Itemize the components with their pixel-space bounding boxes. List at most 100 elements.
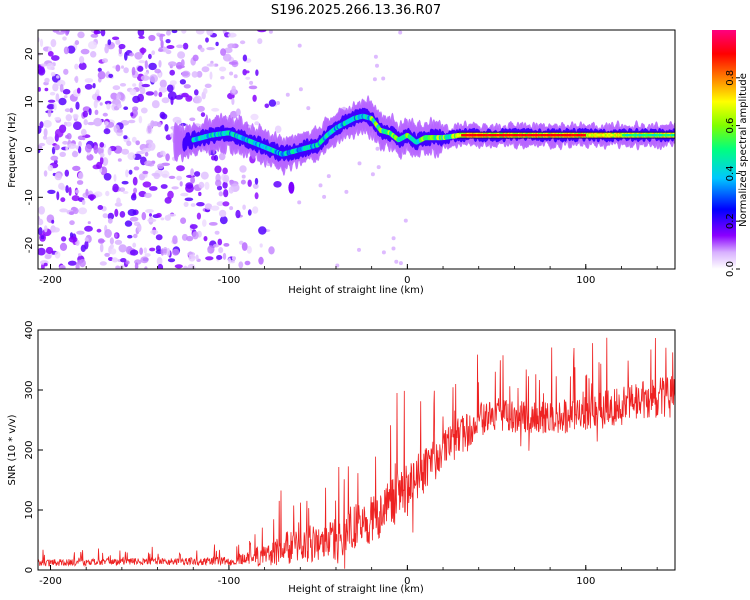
noise-blob	[90, 33, 99, 38]
noise-blob	[132, 106, 139, 112]
noise-blob	[168, 175, 176, 179]
noise-blob	[167, 213, 177, 217]
noise-blob	[285, 92, 290, 97]
noise-blob	[132, 83, 137, 87]
noise-blob	[306, 106, 311, 111]
noise-blob	[216, 185, 223, 191]
noise-blob	[205, 37, 209, 43]
noise-blob	[62, 140, 68, 145]
noise-blob	[174, 95, 183, 100]
ridge-peak	[507, 134, 509, 137]
noise-blob	[190, 168, 195, 177]
colorbar-tick-label: 0.8	[725, 70, 736, 86]
ridge-peak	[639, 134, 642, 137]
noise-blob	[220, 76, 225, 80]
y-tick-label: -10	[24, 189, 35, 205]
ridge-peak	[647, 134, 649, 137]
noise-blob	[156, 212, 162, 218]
noise-blob	[147, 218, 157, 223]
ridge-peak	[572, 134, 574, 137]
noise-blob	[218, 191, 223, 197]
ridge-peak	[658, 134, 660, 137]
x-tick-label: 100	[576, 275, 595, 286]
noise-blob	[222, 167, 228, 175]
noise-blob	[151, 172, 160, 177]
noise-blob	[238, 261, 244, 269]
noise-blob	[224, 47, 233, 54]
ridge-peak	[541, 134, 543, 137]
ridge-peak	[517, 134, 519, 137]
noise-blob	[38, 218, 44, 226]
ridge-peak	[513, 134, 516, 137]
noise-blob	[182, 42, 189, 50]
noise-blob	[133, 187, 138, 194]
noise-blob	[102, 213, 109, 219]
noise-blob	[166, 84, 174, 93]
noise-blob	[172, 248, 180, 256]
spectrogram-background	[38, 30, 675, 269]
ridge-peak	[531, 134, 533, 137]
ridge-peak	[587, 134, 589, 137]
noise-blob	[93, 191, 103, 198]
noise-blob	[58, 97, 67, 106]
ridge-peak	[664, 134, 667, 137]
ridge-peak	[655, 134, 658, 137]
noise-blob	[167, 190, 174, 199]
noise-blob	[58, 182, 65, 190]
noise-blob	[245, 70, 250, 74]
noise-blob	[100, 30, 106, 37]
noise-blob	[43, 225, 48, 233]
noise-blob	[103, 173, 112, 181]
noise-blob	[391, 246, 396, 251]
noise-blob	[183, 265, 188, 269]
ridge-peak	[483, 134, 486, 137]
noise-blob	[117, 103, 122, 109]
ridge-peak	[659, 134, 662, 137]
noise-blob	[92, 83, 96, 89]
noise-blob	[218, 209, 227, 218]
noise-blob	[322, 194, 327, 199]
noise-blob	[142, 170, 149, 175]
noise-blob	[121, 148, 130, 155]
noise-blob	[55, 93, 60, 102]
noise-blob	[39, 121, 44, 129]
noise-blob	[144, 253, 151, 257]
noise-blob	[222, 252, 227, 260]
noise-blob	[84, 78, 94, 83]
noise-blob	[81, 199, 86, 205]
y-tick-label: 400	[24, 320, 35, 339]
noise-blob	[222, 201, 230, 207]
noise-blob	[254, 177, 259, 185]
noise-blob	[69, 107, 74, 113]
y-tick-label: 10	[24, 95, 35, 108]
noise-blob	[114, 239, 123, 245]
noise-blob	[192, 54, 199, 62]
noise-blob	[148, 142, 156, 151]
ridge-peak	[630, 134, 633, 137]
noise-blob	[64, 30, 69, 36]
ridge-peak	[629, 134, 632, 137]
ridge-peak	[665, 134, 668, 137]
snr-y-ticks: 0 100 200 300 400	[24, 320, 43, 573]
x-tick-label: -100	[218, 576, 241, 587]
snr-panel: -200 -100 0 100 0 100 200 300 400 Height of str…	[7, 320, 676, 595]
ridge-peak	[578, 134, 581, 137]
noise-blob	[222, 53, 232, 62]
ridge-peak	[605, 134, 608, 137]
ridge-peak	[464, 134, 467, 137]
noise-blob	[169, 133, 175, 138]
ridge-peak	[586, 134, 588, 137]
colorbar-tick-label: 0.0	[725, 261, 736, 277]
noise-blob	[161, 47, 169, 53]
noise-blob	[77, 87, 81, 94]
noise-blob	[235, 209, 241, 219]
noise-blob	[74, 77, 78, 82]
ridge-peak	[553, 134, 556, 137]
noise-blob	[43, 170, 48, 177]
noise-blob	[216, 201, 225, 207]
ridge-peak	[537, 134, 539, 137]
noise-blob	[77, 31, 85, 39]
ridge-peak	[568, 134, 571, 137]
ridge-peak	[488, 134, 491, 137]
noise-blob	[144, 60, 148, 70]
